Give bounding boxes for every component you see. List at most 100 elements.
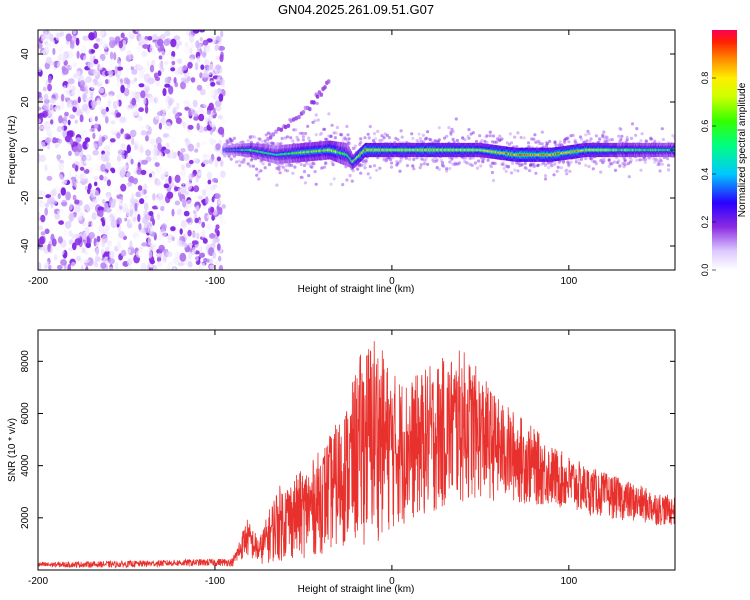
- spectrogram-ridge-halo-cell: [425, 136, 429, 140]
- spectrogram-noise-cell: [60, 247, 65, 256]
- spectrogram-noise-cell: [138, 70, 145, 80]
- spectrogram-noise-cell: [164, 206, 171, 212]
- spectrogram-noise-cell: [188, 222, 193, 231]
- spectrogram-noise-cell: [160, 205, 165, 212]
- spectrogram-ridge-halo-cell: [387, 136, 391, 140]
- spectrogram-noise-cell: [160, 34, 166, 40]
- spectrogram-noise-cell: [67, 264, 72, 270]
- spectrogram-ridge-halo-cell: [412, 157, 416, 161]
- spectrogram-ridge-halo-cell: [442, 164, 446, 168]
- spectrogram-noise-cell: [209, 258, 214, 264]
- spectrogram-ridge-halo-cell: [398, 169, 402, 173]
- spectrogram-noise-cell: [50, 119, 54, 125]
- spectrogram-noise-cell: [84, 137, 91, 143]
- spectrogram-noise-cell: [160, 117, 167, 125]
- spectrogram-noise-cell: [126, 248, 131, 254]
- spectrogram-noise-cell: [158, 122, 162, 130]
- spectrogram-ridge-halo-cell: [251, 164, 256, 168]
- spectrogram-noise-cell: [63, 85, 67, 93]
- spectrogram-noise-cell: [140, 262, 147, 270]
- spectrogram-noise-cell: [76, 255, 81, 262]
- spectrogram-ridge-halo-cell: [486, 158, 490, 162]
- spectrogram-ridge-halo-cell: [524, 167, 529, 171]
- spectrogram-noise-cell: [105, 106, 109, 112]
- spectrogram-noise-cell: [123, 95, 128, 101]
- spectrogram-noise-cell: [155, 97, 159, 106]
- spectrogram-ridge-halo-cell: [528, 169, 532, 173]
- spectrogram-noise-cell: [168, 98, 173, 107]
- spectrogram-noise-cell: [196, 204, 200, 210]
- spectrogram-noise-cell: [153, 264, 158, 270]
- spectrogram-noise-cell: [87, 251, 93, 257]
- spectrogram-noise-cell: [202, 238, 208, 244]
- spectrogram-ridge-halo-cell: [558, 140, 562, 144]
- spectrogram-noise-cell: [176, 239, 183, 246]
- spectrogram-ridge-halo-cell: [548, 139, 552, 143]
- spectrogram-noise-cell: [132, 264, 138, 270]
- spectrogram-noise-cell: [94, 255, 99, 264]
- spectrogram-noise-cell: [63, 120, 68, 126]
- spectrogram-noise-cell: [46, 127, 52, 137]
- spectrogram-noise-cell: [201, 51, 207, 59]
- spectrogram-noise-cell: [38, 66, 42, 73]
- spectrogram-noise-cell: [210, 137, 214, 145]
- spectrogram-noise-cell: [101, 219, 106, 227]
- spectrogram-noise-cell: [206, 223, 212, 230]
- spectrogram-noise-cell: [103, 202, 109, 209]
- spectrogram-noise-cell: [72, 30, 77, 35]
- spectrogram-noise-cell: [90, 100, 97, 108]
- spectrogram-noise-cell: [173, 256, 180, 265]
- spectrogram-noise-cell: [136, 46, 140, 53]
- spectrogram-noise-cell: [162, 254, 167, 263]
- spectrogram-noise-cell: [208, 87, 215, 97]
- spectrogram-ridge-halo-cell: [363, 166, 367, 170]
- spectrogram-noise-cell: [193, 185, 200, 193]
- spectrogram-ridge-halo-cell: [508, 132, 512, 136]
- spectrogram-noise-cell: [98, 87, 105, 94]
- spectrogram-noise-cell: [73, 225, 79, 231]
- spectrogram-ridge-halo-cell: [494, 161, 498, 165]
- spectrogram-noise-cell: [47, 110, 51, 117]
- spectrogram-ridge-halo-cell: [300, 131, 304, 135]
- spectrogram-ridge-halo-cell: [506, 165, 510, 169]
- spectrogram-noise-cell: [101, 240, 106, 248]
- spectrogram-ridge-halo-cell: [366, 132, 370, 136]
- spectrogram-noise-cell: [108, 242, 113, 250]
- spectrogram-noise-cell: [210, 36, 217, 45]
- spectrogram-ridge-halo-cell: [399, 129, 403, 133]
- spectrogram-ridge-halo-cell: [643, 158, 647, 162]
- spectrogram-noise-cell: [65, 191, 71, 201]
- spectrogram-noise-cell: [101, 171, 108, 177]
- spectrogram-ridge-halo-cell: [363, 136, 367, 140]
- spectrogram-ridge-halo-cell: [630, 122, 635, 126]
- spectrogram-ridge-halo-cell: [372, 164, 377, 168]
- spectrogram-ridge-halo-cell: [303, 131, 308, 136]
- spectrogram-ridge-halo-cell: [594, 134, 599, 138]
- spectrogram-ridge-halo-cell: [498, 134, 502, 138]
- spectrogram-noise-cell: [92, 198, 98, 204]
- spectrogram-ridge-halo-cell: [491, 134, 496, 138]
- spectrogram-noise-cell: [218, 93, 224, 102]
- spectrogram-ridge-halo-cell: [489, 165, 493, 169]
- spectrogram-ridge-halo-cell: [359, 140, 363, 145]
- spectrogram-ridge-halo-cell: [368, 176, 372, 180]
- spectrogram-noise-cell: [129, 209, 133, 218]
- spectrogram-noise-cell: [187, 61, 193, 69]
- spectrogram-noise-cell: [159, 201, 164, 206]
- spectrogram-noise-cell: [54, 254, 58, 261]
- spectrogram-noise-cell: [140, 125, 145, 131]
- spectrogram-noise-cell: [149, 138, 156, 145]
- spectrogram-noise-cell: [141, 242, 149, 247]
- spectrogram-noise-cell: [69, 40, 75, 49]
- spectrogram-ridge-halo-cell: [599, 170, 603, 174]
- spectrogram-noise-cell: [93, 43, 99, 50]
- spectrogram-noise-cell: [156, 256, 162, 263]
- spectrogram-noise-cell: [188, 34, 195, 43]
- spectrogram-noise-cell: [83, 55, 88, 64]
- spectrogram-noise-cell: [137, 213, 141, 223]
- spectrogram-ridge-halo-cell: [324, 161, 328, 165]
- spectrogram-noise-cell: [65, 91, 71, 99]
- spectrogram-noise-cell: [84, 96, 92, 102]
- spectrogram-ridge-halo-cell: [348, 174, 352, 178]
- spectrogram-noise-cell: [126, 98, 130, 106]
